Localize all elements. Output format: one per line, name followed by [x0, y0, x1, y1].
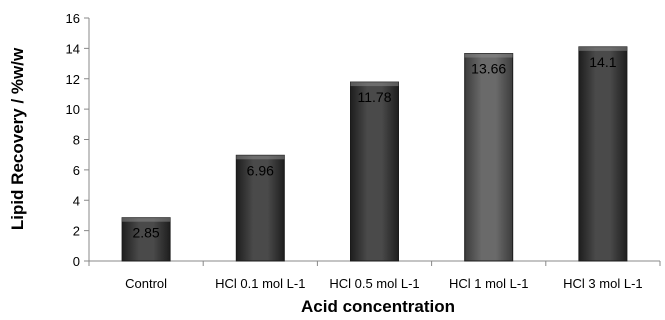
bar-data-label: 13.66	[471, 61, 506, 77]
y-tick-label: 16	[66, 11, 80, 26]
y-axis: 0 2 4 6 8 10 12 14 16	[66, 11, 90, 269]
y-axis-title: Lipid Recovery / %w/w	[8, 47, 27, 230]
bar-top-highlight	[464, 53, 513, 58]
bar	[235, 154, 285, 262]
y-tick-label: 10	[66, 102, 80, 117]
x-tick-label: HCl 0.5 mol L-1	[329, 276, 419, 291]
y-tick-label: 8	[73, 133, 80, 148]
bar	[350, 81, 399, 262]
y-tick-label: 0	[73, 254, 80, 269]
bar-top-highlight	[578, 46, 627, 51]
y-tick-label: 2	[73, 224, 80, 239]
x-tick-label: HCl 3 mol L-1	[563, 276, 642, 291]
y-tick-label: 6	[73, 163, 80, 178]
data-labels: 2.85 6.96 11.78 13.66 14.1	[132, 54, 616, 241]
bar	[464, 53, 514, 262]
x-axis-title: Acid concentration	[301, 297, 455, 316]
x-tick-label: HCl 0.1 mol L-1	[215, 276, 305, 291]
bar-data-label: 11.78	[358, 89, 392, 105]
x-axis: Control HCl 0.1 mol L-1 HCl 0.5 mol L-1 HCl…	[88, 260, 661, 291]
x-tick-label: Control	[125, 276, 167, 291]
bar	[121, 217, 171, 262]
bar-top-highlight	[350, 82, 399, 87]
y-tick-label: 14	[66, 41, 80, 56]
bar-top-highlight	[236, 155, 285, 160]
bar-data-label: 6.96	[247, 162, 274, 178]
bars	[121, 46, 628, 262]
x-tick-label: HCl 1 mol L-1	[449, 276, 528, 291]
bar-data-label: 14.1	[589, 54, 616, 70]
y-tick-label: 12	[66, 72, 80, 87]
bar	[578, 46, 628, 262]
y-tick-label: 4	[73, 193, 80, 208]
bar-top-highlight	[122, 217, 171, 222]
bar-data-label: 2.85	[132, 225, 159, 241]
